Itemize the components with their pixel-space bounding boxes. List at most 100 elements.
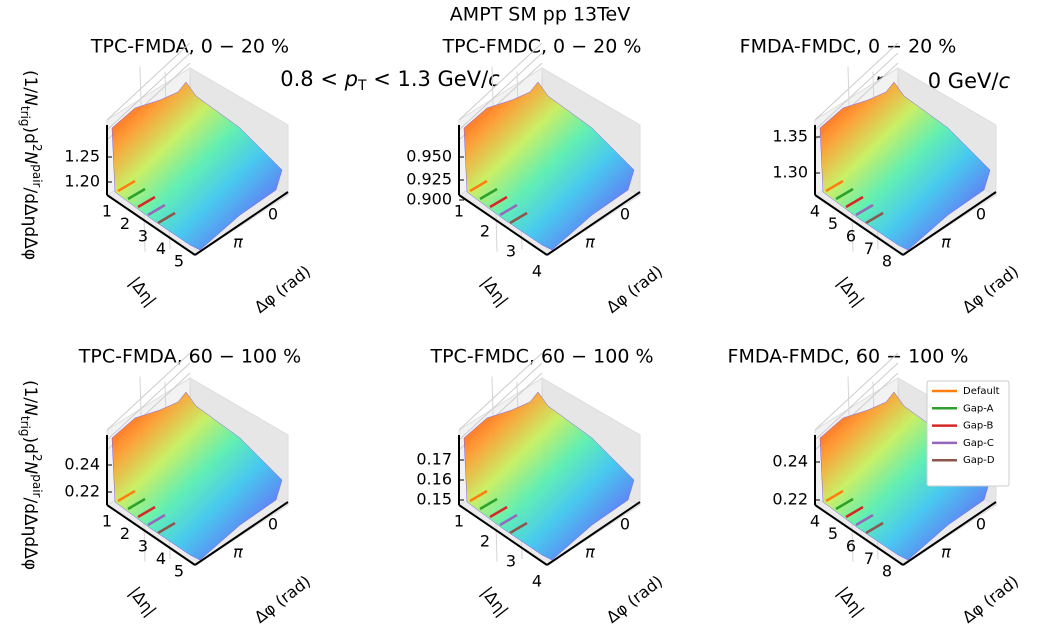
legend-label: Gap-A	[963, 403, 994, 414]
phi-tick-label: 0	[620, 205, 630, 224]
eta-axis	[814, 194, 904, 256]
phi-tick-label: 0	[976, 515, 986, 534]
eta-axis-label: |Δη|	[833, 273, 868, 310]
z-tick-label: 0.900	[406, 190, 452, 209]
z-tick-label: 0.24	[772, 452, 808, 471]
z-tick-label: 0.17	[416, 450, 452, 469]
surface	[463, 81, 635, 251]
gap-marker	[117, 179, 136, 193]
gap-marker	[127, 497, 146, 511]
eta-tick-label: 5	[828, 214, 838, 233]
eta-tick-label: 4	[156, 239, 166, 258]
z-tick-label: 0.22	[772, 490, 808, 509]
panel-title: TPC-FMDC, 0 − 20 %	[442, 36, 642, 58]
text-part: /dΔηdΔφ	[20, 187, 40, 260]
surface	[111, 391, 283, 561]
phi-tick-label: π	[941, 233, 951, 252]
text-part: pair	[31, 474, 45, 497]
phi-tick-label: 0	[976, 205, 986, 224]
phi-tick-label: π	[941, 543, 951, 562]
phi-tick-label: π	[585, 233, 595, 252]
eta-axis-label: |Δη|	[125, 583, 160, 620]
eta-tick-label: 3	[506, 242, 516, 261]
gap-marker	[825, 489, 844, 503]
gap-marker	[147, 513, 166, 527]
legend-label: Gap-D	[963, 455, 995, 466]
phi-axis	[194, 191, 289, 256]
text-part: < 1.3 GeV/	[367, 67, 490, 91]
grid-line	[814, 352, 899, 431]
eta-tick-label: 4	[810, 202, 820, 221]
gap-marker	[469, 489, 488, 503]
z-tick-label: 1.35	[772, 127, 808, 146]
phi-axis-label: Δφ (rad)	[603, 262, 666, 317]
eta-tick-label: 3	[138, 537, 148, 556]
eta-tick-label: 2	[480, 532, 490, 551]
gap-marker	[865, 211, 884, 225]
eta-tick-label: 2	[120, 214, 130, 233]
gap-marker	[117, 489, 136, 503]
z-tick-label: 0.24	[64, 455, 100, 474]
panel-title: TPC-FMDA, 60 − 100 %	[78, 346, 301, 368]
grid-line	[814, 42, 899, 121]
phi-tick-label: π	[233, 543, 243, 562]
gap-marker	[157, 211, 176, 225]
surface	[111, 81, 283, 251]
grid-line	[814, 362, 899, 441]
grid-line	[458, 42, 543, 121]
gap-marker	[855, 203, 874, 217]
phi-axis	[902, 191, 997, 256]
panel-title: FMDA-FMDC, 0 − 20 %	[740, 36, 957, 58]
gap-marker	[479, 497, 498, 511]
eta-tick-label: 4	[532, 262, 542, 281]
phi-axis-label: Δφ (rad)	[251, 262, 314, 317]
gap-marker	[127, 187, 146, 201]
eta-tick-label: 1	[454, 512, 464, 531]
eta-tick-label: 6	[846, 227, 856, 246]
panel-title: FMDA-FMDC, 60 − 100 %	[728, 346, 969, 368]
grid-line	[814, 52, 899, 131]
eta-tick-label: 4	[156, 549, 166, 568]
text-part: 0.8 <	[280, 67, 344, 91]
text-part: 2	[31, 454, 45, 462]
text-part: pair	[31, 164, 45, 187]
text-part: 2	[31, 144, 45, 152]
eta-axis-label: |Δη|	[477, 583, 512, 620]
phi-axis	[546, 501, 641, 566]
text-part: trig	[19, 416, 33, 437]
gap-marker	[157, 521, 176, 535]
text-part: T	[357, 78, 367, 94]
gap-marker	[845, 195, 864, 209]
z-tick-label: 0.22	[64, 482, 100, 501]
legend-label: Gap-B	[963, 421, 993, 432]
gap-marker	[489, 195, 508, 209]
phi-axis-label: Δφ (rad)	[251, 572, 314, 627]
eta-axis-label: |Δη|	[125, 273, 160, 310]
text-part: N	[20, 403, 40, 416]
eta-tick-label: 5	[174, 562, 184, 581]
phi-axis	[194, 501, 289, 566]
phi-axis	[902, 501, 997, 566]
eta-tick-label: 1	[102, 512, 112, 531]
eta-tick-label: 2	[120, 524, 130, 543]
gap-marker	[499, 203, 518, 217]
eta-axis-label: |Δη|	[833, 583, 868, 620]
gap-marker	[137, 505, 156, 519]
phi-tick-label: 0	[268, 205, 278, 224]
z-tick-label: 1.30	[772, 163, 808, 182]
gap-marker	[845, 505, 864, 519]
eta-axis-label: |Δη|	[477, 273, 512, 310]
eta-axis	[458, 504, 548, 566]
z-tick-label: 0.950	[406, 147, 452, 166]
gap-marker	[137, 195, 156, 209]
z-tick-label: 0.925	[406, 170, 452, 189]
gap-marker	[499, 513, 518, 527]
eta-tick-label: 8	[882, 562, 892, 581]
gap-marker	[835, 187, 854, 201]
eta-tick-label: 7	[864, 239, 874, 258]
phi-tick-label: π	[585, 543, 595, 562]
text-part: p	[344, 67, 358, 91]
